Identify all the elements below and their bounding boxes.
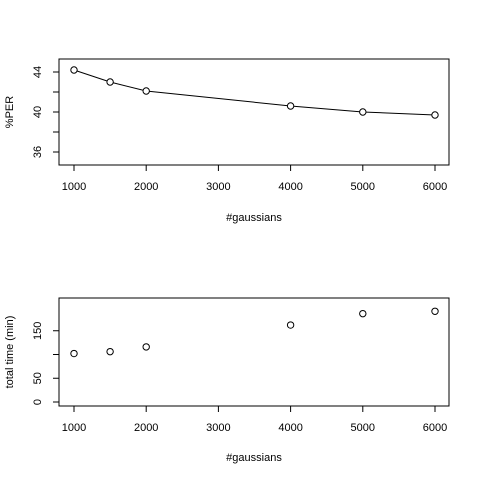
per-plot-frame — [58, 58, 450, 166]
time-x-tick-label: 3000 — [206, 422, 230, 434]
time-plot-frame — [58, 297, 450, 407]
time-chart: 1000 2000 3000 4000 5000 6000 0 50 150 #gaussians… — [4, 297, 450, 464]
time-x-tick-label: 6000 — [423, 422, 447, 434]
per-data-point — [70, 66, 78, 74]
time-x-tick-label: 1000 — [62, 422, 86, 434]
per-y-tick-label: 44 — [32, 66, 44, 78]
per-x-axis-label: #gaussians — [226, 212, 282, 224]
time-y-tick-label: 50 — [32, 372, 44, 384]
per-data-point — [359, 108, 367, 116]
per-x-tick-label: 1000 — [62, 181, 86, 193]
time-x-tick-label: 4000 — [278, 422, 302, 434]
time-data-point — [142, 343, 150, 351]
per-data-point — [106, 78, 114, 86]
time-y-axis-label: total time (min) — [4, 316, 16, 389]
time-x-tick-label: 2000 — [134, 422, 158, 434]
per-chart: 1000 2000 3000 4000 5000 6000 36 40 44 #gaussians… — [4, 58, 450, 224]
time-x-axis-label: #gaussians — [226, 452, 282, 464]
per-y-axis-label: %PER — [4, 96, 16, 128]
per-data-point — [431, 111, 439, 119]
time-data-point — [106, 347, 114, 356]
time-data-point — [431, 307, 439, 315]
time-x-tick-label: 5000 — [351, 422, 375, 434]
per-y-tick-label: 40 — [32, 106, 44, 118]
time-data-point — [286, 321, 295, 329]
per-x-tick-label: 3000 — [206, 181, 230, 193]
time-data-point — [359, 309, 367, 318]
per-x-tick-label: 2000 — [134, 181, 158, 193]
per-x-tick-label: 5000 — [351, 181, 375, 193]
time-y-tick-label: 0 — [32, 399, 44, 405]
per-x-tick-label: 4000 — [278, 181, 302, 193]
per-data-point — [142, 87, 150, 95]
per-y-tick-label: 36 — [32, 146, 44, 158]
time-y-tick-label: 150 — [32, 322, 44, 340]
per-data-point — [286, 102, 295, 110]
time-data-point — [70, 349, 78, 358]
per-x-tick-label: 6000 — [423, 181, 447, 193]
per-series-line — [73, 69, 436, 116]
